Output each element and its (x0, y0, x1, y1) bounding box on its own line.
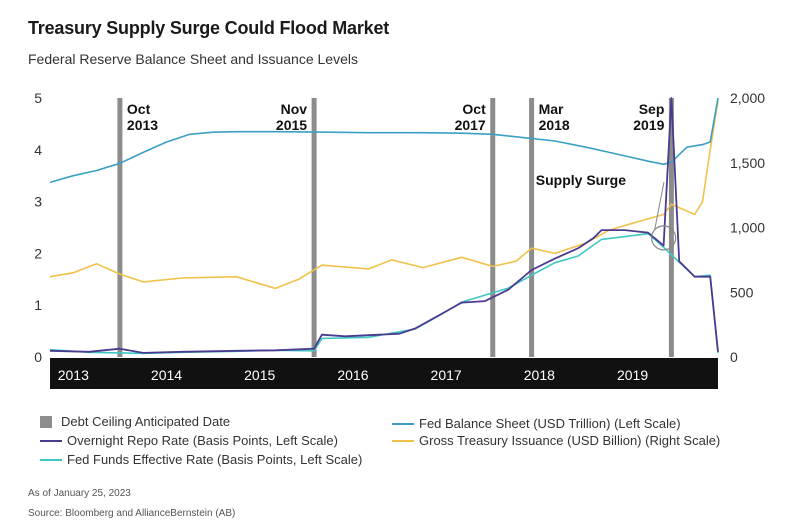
y-left-tick-label: 0 (34, 349, 42, 365)
legend-label-ceiling: Debt Ceiling Anticipated Date (61, 414, 231, 429)
chart-title: Treasury Supply Surge Could Flood Market (28, 18, 390, 38)
debt-ceiling-month-label: Oct (462, 101, 486, 117)
debt-ceiling-month-label: Sep (639, 101, 665, 117)
y-left-tick-label: 3 (34, 194, 42, 210)
x-tick-label: 2014 (151, 367, 182, 383)
y-left-tick-label: 5 (34, 90, 42, 106)
legend-item-issuance: Gross Treasury Issuance (USD Billion) (R… (392, 433, 720, 448)
legend-label-ffr: Fed Funds Effective Rate (Basis Points, … (67, 452, 363, 467)
x-tick-label: 2016 (337, 367, 368, 383)
debt-ceiling-year-label: 2015 (276, 117, 307, 133)
y-right-tick-label: 0 (730, 349, 738, 365)
series-line-repo-rate (49, 97, 719, 354)
y-right-tick-label: 1,500 (730, 155, 765, 171)
debt-ceiling-bar (311, 98, 317, 357)
debt-ceiling-bar (117, 98, 123, 357)
debt-ceiling-year-label: 2019 (633, 117, 664, 133)
annotation-label: Supply Surge (536, 172, 626, 188)
x-tick-label: 2018 (524, 367, 555, 383)
annotation-circle (651, 225, 677, 251)
debt-ceiling-month-label: Mar (539, 101, 564, 117)
debt-ceiling-year-label: 2013 (127, 117, 158, 133)
y-left-tick-label: 4 (34, 142, 42, 158)
y-right-tick-label: 500 (730, 284, 754, 300)
source-note: Source: Bloomberg and AllianceBernstein … (28, 508, 236, 519)
debt-ceiling-year-label: 2018 (539, 117, 570, 133)
y-right-tick-label: 1,000 (730, 220, 765, 236)
y-left-tick-label: 1 (34, 297, 42, 313)
x-tick-label: 2015 (244, 367, 275, 383)
chart-plot: 2013 2014 2015 2016 2017 2018 2019 0 1 2 3 4 5 0 500 1,… (34, 90, 765, 389)
x-axis-band (50, 358, 718, 389)
series-line-issuance (49, 100, 719, 290)
legend-label-repo: Overnight Repo Rate (Basis Points, Left … (67, 433, 338, 448)
legend-item-balance: Fed Balance Sheet (USD Trillion) (Left S… (392, 416, 681, 431)
debt-ceiling-month-label: Oct (127, 101, 151, 117)
x-tick-label: 2013 (58, 367, 89, 383)
debt-ceiling-bar (668, 98, 674, 357)
debt-ceiling-month-label: Nov (281, 101, 308, 117)
legend-swatch-ceiling (40, 415, 52, 428)
legend-swatch-repo (40, 439, 62, 442)
legend-label-balance: Fed Balance Sheet (USD Trillion) (Left S… (419, 416, 681, 431)
footnote: As of January 25, 2023 (28, 488, 131, 499)
legend-swatch-balance (392, 422, 414, 425)
legend-item-ffr: Fed Funds Effective Rate (Basis Points, … (40, 452, 362, 467)
legend-item-ceiling: Debt Ceiling Anticipated Date (40, 414, 230, 429)
series-line-fed-funds (49, 232, 719, 355)
debt-ceiling-bar (490, 98, 496, 357)
legend-swatch-ffr (40, 458, 62, 461)
debt-ceiling-bar (529, 98, 535, 357)
chart-subtitle: Federal Reserve Balance Sheet and Issuan… (28, 51, 358, 67)
legend-label-issuance: Gross Treasury Issuance (USD Billion) (R… (419, 433, 721, 448)
legend-item-repo: Overnight Repo Rate (Basis Points, Left … (40, 433, 338, 448)
debt-ceiling-year-label: 2017 (455, 117, 486, 133)
y-left-tick-label: 2 (34, 245, 42, 261)
x-tick-label: 2017 (431, 367, 462, 383)
legend-swatch-issuance (392, 439, 414, 442)
x-tick-label: 2019 (617, 367, 648, 383)
y-right-tick-label: 2,000 (730, 90, 765, 106)
annotation-leader (654, 181, 665, 230)
